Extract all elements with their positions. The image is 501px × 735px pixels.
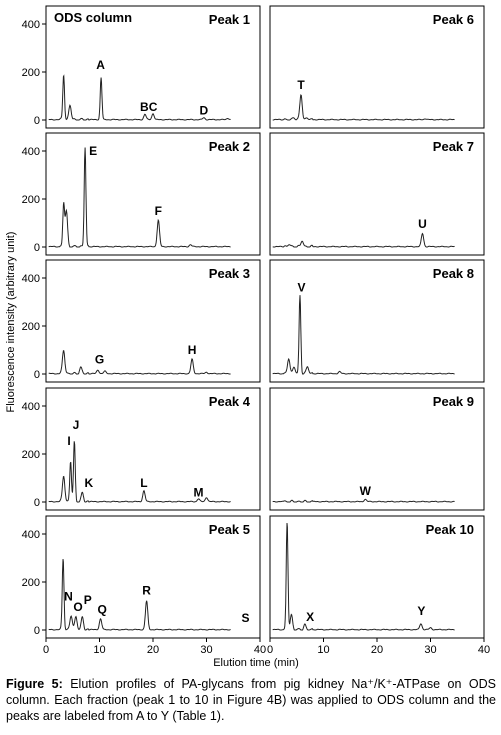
peak-label: N xyxy=(64,589,73,603)
peak-label: L xyxy=(140,476,147,490)
panel-title: Peak 2 xyxy=(209,139,250,154)
chart-panel: Peak 9 W xyxy=(269,387,485,511)
chart-panel: Peak 7 U xyxy=(269,132,485,256)
peak-label: X xyxy=(306,610,314,624)
chart-panel: 0 200 400 Peak 1 ODS column A BC D xyxy=(22,5,261,129)
peak-label: M xyxy=(193,485,203,499)
x-tick-label: 20 xyxy=(147,644,159,656)
x-tick-label: 10 xyxy=(317,644,329,656)
panel-title: Peak 1 xyxy=(209,12,250,27)
panel-frame xyxy=(269,259,485,383)
panel-title: Peak 9 xyxy=(433,394,474,409)
series-line xyxy=(48,74,231,121)
figure-caption: Figure 5: Elution profiles of PA-glycans… xyxy=(6,676,496,724)
y-tick-label: 0 xyxy=(34,369,40,381)
y-tick-label: 200 xyxy=(22,194,40,206)
panel-title: Peak 3 xyxy=(209,266,250,281)
peak-label: J xyxy=(73,418,80,432)
y-tick-label: 400 xyxy=(22,273,40,285)
peak-label: BC xyxy=(140,100,158,114)
peak-label: W xyxy=(360,484,372,498)
y-tick-label: 0 xyxy=(34,115,40,127)
y-tick-label: 0 xyxy=(34,497,40,509)
x-tick-label: 0 xyxy=(267,644,273,656)
peak-label: E xyxy=(89,144,97,158)
y-tick-label: 0 xyxy=(34,625,40,637)
x-tick-label: 30 xyxy=(424,644,436,656)
panel-title: Peak 6 xyxy=(433,12,474,27)
peak-label: R xyxy=(142,583,151,597)
chart-panel: Peak 8 V xyxy=(269,259,485,383)
series-line xyxy=(272,498,455,503)
x-tick-label: 0 xyxy=(43,644,49,656)
series-line xyxy=(48,350,231,375)
x-tick-label: 40 xyxy=(254,644,266,656)
peak-label: G xyxy=(95,353,104,367)
y-tick-label: 200 xyxy=(22,67,40,79)
caption-text: Elution profiles of PA-glycans from pig … xyxy=(6,677,496,723)
peak-label: F xyxy=(155,204,162,218)
panel-frame xyxy=(269,5,485,129)
panel-title: Peak 5 xyxy=(209,522,250,537)
chart-panel: 0 200 400 Peak 2 E F xyxy=(22,132,261,256)
caption-label: Figure 5: xyxy=(6,677,63,691)
column-note: ODS column xyxy=(54,10,132,25)
chart-panel: 0 200 400 Peak 4 IJ K L M xyxy=(22,387,261,511)
y-tick-label: 400 xyxy=(22,529,40,541)
panel-title: Peak 8 xyxy=(433,266,474,281)
chart-panel: 0 10 20 30 40 Peak 10 X Y xyxy=(267,515,490,656)
y-tick-label: 200 xyxy=(22,321,40,333)
panel-frame xyxy=(45,5,261,129)
series-line xyxy=(48,559,231,631)
y-tick-label: 400 xyxy=(22,19,40,31)
panel-frame xyxy=(269,132,485,256)
peak-label: K xyxy=(84,476,93,490)
panel-title: Peak 4 xyxy=(209,394,251,409)
y-axis-label: Fluorescence intensity (arbitrary unit) xyxy=(5,232,17,413)
series-line xyxy=(272,232,455,248)
peak-label: P xyxy=(84,593,92,607)
peak-label: I xyxy=(67,434,70,448)
x-tick-label: 30 xyxy=(200,644,212,656)
y-tick-label: 0 xyxy=(34,242,40,254)
y-tick-label: 200 xyxy=(22,577,40,589)
x-tick-label: 10 xyxy=(93,644,105,656)
panel-frame xyxy=(45,259,261,383)
peak-label: S xyxy=(242,611,250,625)
panel-frame xyxy=(45,387,261,511)
x-axis-label: Elution time (min) xyxy=(213,657,299,669)
peak-label: T xyxy=(297,78,305,92)
panel-frame xyxy=(45,132,261,256)
chart-panel: Peak 6 T xyxy=(269,5,485,129)
peak-label: U xyxy=(418,217,427,231)
peak-label: D xyxy=(199,103,208,117)
y-tick-label: 200 xyxy=(22,449,40,461)
peak-label: A xyxy=(96,58,105,72)
y-tick-label: 400 xyxy=(22,401,40,413)
panel-title: Peak 10 xyxy=(426,522,474,537)
peak-label: V xyxy=(298,281,306,295)
x-tick-label: 40 xyxy=(478,644,490,656)
peak-label: Y xyxy=(417,604,425,618)
series-line xyxy=(272,522,455,631)
panel-title: Peak 7 xyxy=(433,139,474,154)
panel-frame xyxy=(269,387,485,511)
y-tick-label: 400 xyxy=(22,146,40,158)
peak-label: Q xyxy=(98,603,107,617)
peak-label: O xyxy=(73,600,82,614)
peak-label: H xyxy=(188,343,197,357)
series-line xyxy=(48,441,231,503)
series-line xyxy=(48,147,231,248)
x-tick-label: 20 xyxy=(371,644,383,656)
series-line xyxy=(272,295,455,375)
series-line xyxy=(272,94,455,121)
chart-panel: 0 200 400 Peak 3 G H xyxy=(22,259,261,383)
